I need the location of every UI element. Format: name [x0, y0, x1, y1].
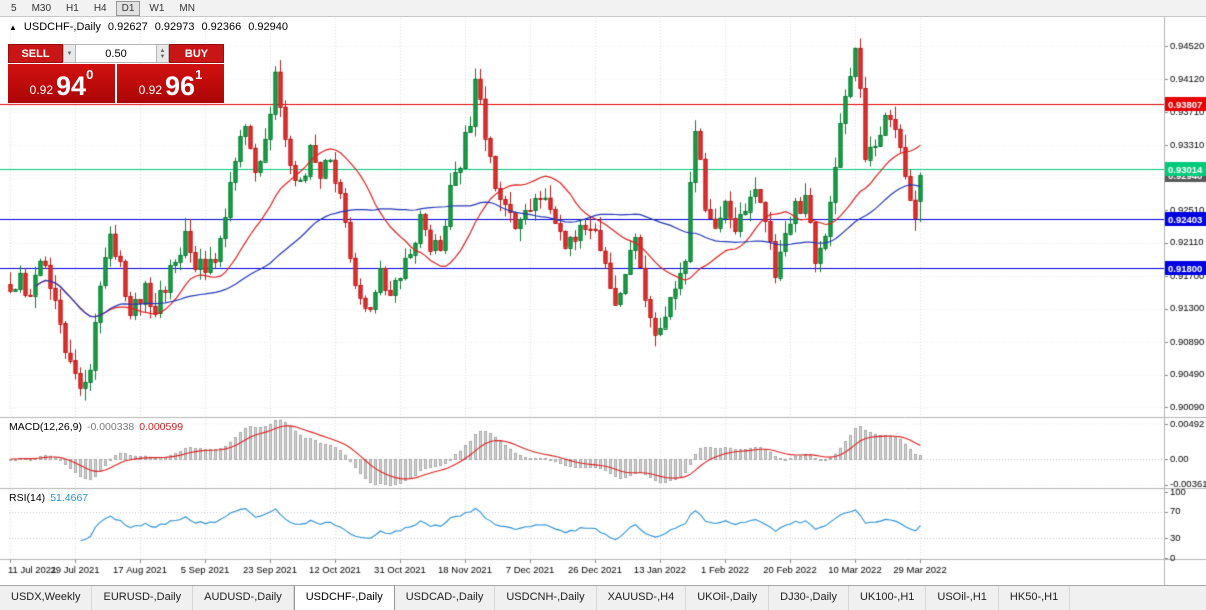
chart-tab-audusd-daily[interactable]: AUDUSD-,Daily	[193, 586, 294, 610]
chart-ohlc-header: ▲ USDCHF-,Daily 0.92627 0.92973 0.92366 …	[9, 21, 288, 33]
chart-tab-uk100-h1[interactable]: UK100-,H1	[849, 586, 927, 610]
timeframe-button-h1[interactable]: H1	[66, 2, 79, 14]
buy-price-big: 96	[165, 71, 196, 101]
buy-button[interactable]: BUY	[169, 44, 224, 63]
rsi-name: RSI(14)	[9, 492, 46, 504]
chart-title: USDCHF-,Daily	[23, 21, 101, 33]
timeframe-button-mn[interactable]: MN	[179, 2, 195, 14]
ohlc-open: 0.92627	[107, 21, 148, 33]
volume-input[interactable]: 0.50	[76, 44, 156, 63]
chart-tab-hk50-h1[interactable]: HK50-,H1	[999, 586, 1071, 610]
chart-tab-xauusd-h4[interactable]: XAUUSD-,H4	[597, 586, 687, 610]
macd-indicator-title: MACD(12,26,9) -0.000338 0.000599	[9, 421, 183, 433]
buy-price-base: 0.92	[138, 83, 163, 97]
timeframe-button-d1[interactable]: D1	[115, 0, 141, 16]
timeframe-toolbar: 5 M30 H1 H4 D1 W1 MN	[0, 0, 1206, 17]
chart-tab-eurusd-daily[interactable]: EURUSD-,Daily	[92, 586, 194, 610]
macd-signal-value: 0.000599	[139, 421, 184, 433]
chart-tab-usoil-h1[interactable]: USOil-,H1	[926, 586, 999, 610]
macd-name: MACD(12,26,9)	[9, 421, 82, 433]
buy-price-sup: 1	[195, 67, 203, 82]
ohlc-high: 0.92973	[154, 21, 195, 33]
chart-tab-usdcad-daily[interactable]: USDCAD-,Daily	[395, 586, 496, 610]
sell-price-button[interactable]: 0.92 94 0	[8, 64, 115, 103]
timeframe-button-m30[interactable]: M30	[31, 2, 52, 14]
macd-value: -0.000338	[86, 421, 135, 433]
sell-price-big: 94	[56, 71, 87, 101]
chart-tab-ukoil-daily[interactable]: UKOil-,Daily	[686, 586, 770, 610]
volume-spinner[interactable]: ▲ ▼	[156, 44, 169, 63]
ohlc-close: 0.92940	[248, 21, 288, 33]
rsi-indicator-title: RSI(14) 51.4667	[9, 492, 88, 504]
timeframe-button-w1[interactable]: W1	[149, 2, 165, 14]
timeframe-button-5[interactable]: 5	[11, 2, 17, 14]
chart-tab-usdchf-daily[interactable]: USDCHF-,Daily	[293, 586, 395, 610]
sell-price-base: 0.92	[29, 83, 54, 97]
one-click-trading-panel: SELL ▼ 0.50 ▲ ▼ BUY 0.92 94 0 0.92 96 1	[8, 44, 224, 103]
chart-tab-usdcnh-daily[interactable]: USDCNH-,Daily	[495, 586, 597, 610]
spinner-down-icon[interactable]: ▼	[159, 53, 166, 60]
ohlc-low: 0.92366	[201, 21, 242, 33]
buy-price-button[interactable]: 0.92 96 1	[117, 64, 224, 103]
sell-price-sup: 0	[86, 67, 94, 82]
spinner-up-icon[interactable]: ▲	[159, 47, 166, 54]
sell-button[interactable]: SELL	[8, 44, 63, 63]
chart-tab-bar: USDX,Weekly EURUSD-,Daily AUDUSD-,Daily USD…	[0, 585, 1206, 610]
volume-dropdown-arrow-icon[interactable]: ▼	[63, 44, 76, 63]
rsi-value: 51.4667	[50, 492, 89, 504]
timeframe-button-h4[interactable]: H4	[93, 2, 107, 14]
chart-tab-usdx-weekly[interactable]: USDX,Weekly	[0, 586, 93, 610]
symbol-marker-icon: ▲	[9, 22, 17, 32]
chart-tab-dj30-daily[interactable]: DJ30-,Daily	[769, 586, 849, 610]
